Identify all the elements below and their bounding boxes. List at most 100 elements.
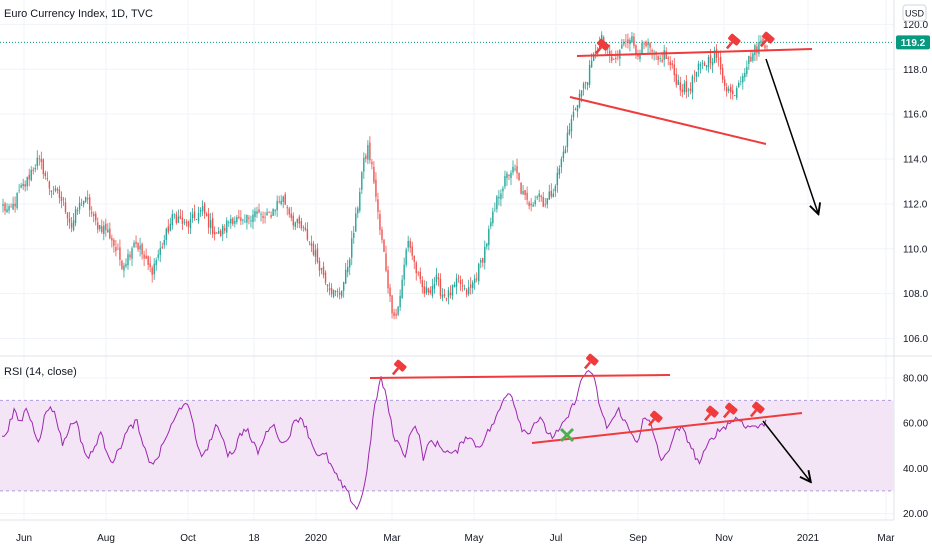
candle[interactable] xyxy=(361,171,363,195)
candle[interactable] xyxy=(419,267,421,284)
candle[interactable] xyxy=(14,196,16,213)
candle[interactable] xyxy=(117,243,119,250)
candle[interactable] xyxy=(379,209,381,236)
candle[interactable] xyxy=(340,290,343,299)
candle[interactable] xyxy=(294,221,297,231)
candle[interactable] xyxy=(721,63,724,83)
rsi-series[interactable] xyxy=(1,369,767,511)
candle[interactable] xyxy=(518,172,520,181)
candle[interactable] xyxy=(526,186,528,205)
candle[interactable] xyxy=(90,206,93,217)
candle[interactable] xyxy=(234,216,236,228)
candle[interactable] xyxy=(54,185,57,193)
candle[interactable] xyxy=(421,276,423,294)
candle[interactable] xyxy=(496,195,498,213)
candle[interactable] xyxy=(286,204,288,216)
candle[interactable] xyxy=(542,191,544,208)
candle[interactable] xyxy=(76,207,79,215)
candle[interactable] xyxy=(687,87,690,97)
candle[interactable] xyxy=(181,210,184,231)
candle[interactable] xyxy=(12,196,14,211)
candle[interactable] xyxy=(611,50,613,64)
candle[interactable] xyxy=(584,81,587,90)
candle[interactable] xyxy=(568,122,571,136)
candle[interactable] xyxy=(197,206,200,224)
candle[interactable] xyxy=(393,308,395,320)
candle[interactable] xyxy=(97,217,99,234)
candle[interactable] xyxy=(266,208,268,216)
candle[interactable] xyxy=(685,75,688,99)
candle[interactable] xyxy=(238,209,240,220)
candle[interactable] xyxy=(256,206,258,218)
candle[interactable] xyxy=(760,35,762,46)
rsi-down-arrow[interactable] xyxy=(762,420,810,481)
candle[interactable] xyxy=(463,284,466,291)
candle[interactable] xyxy=(371,159,373,170)
candle[interactable] xyxy=(707,55,710,73)
candle[interactable] xyxy=(246,214,248,230)
candle[interactable] xyxy=(373,160,375,184)
candle[interactable] xyxy=(226,217,228,239)
candle[interactable] xyxy=(732,84,734,100)
candle[interactable] xyxy=(653,49,655,61)
candle[interactable] xyxy=(328,282,331,296)
candle[interactable] xyxy=(292,212,294,230)
candle[interactable] xyxy=(445,297,448,302)
candle[interactable] xyxy=(476,272,478,283)
candle[interactable] xyxy=(723,75,726,91)
candle[interactable] xyxy=(64,197,67,215)
candle[interactable] xyxy=(68,211,71,230)
candle[interactable] xyxy=(504,170,506,190)
candle[interactable] xyxy=(516,158,518,180)
candle[interactable] xyxy=(304,222,307,232)
candle[interactable] xyxy=(82,200,85,208)
candle[interactable] xyxy=(56,187,59,194)
candle[interactable] xyxy=(288,206,290,218)
candle[interactable] xyxy=(169,217,172,232)
green-x-marker-icon[interactable] xyxy=(559,427,575,443)
candle[interactable] xyxy=(42,158,45,179)
candle[interactable] xyxy=(240,210,242,226)
candle[interactable] xyxy=(60,191,63,209)
candle[interactable] xyxy=(669,56,671,71)
candle[interactable] xyxy=(383,238,385,253)
candle[interactable] xyxy=(697,60,700,77)
candle[interactable] xyxy=(377,192,379,220)
candle[interactable] xyxy=(46,171,49,182)
candle[interactable] xyxy=(695,71,698,82)
candle[interactable] xyxy=(457,274,460,283)
candle[interactable] xyxy=(633,32,635,49)
price-axis[interactable]: 120.0 118.0 116.0 114.0 112.0 110.0 108.0 106.0 xyxy=(903,20,928,345)
candle[interactable] xyxy=(308,241,311,246)
candle[interactable] xyxy=(359,187,361,213)
candle[interactable] xyxy=(677,74,680,86)
candle[interactable] xyxy=(506,171,508,186)
candle[interactable] xyxy=(351,230,353,266)
candle[interactable] xyxy=(528,200,530,210)
candle[interactable] xyxy=(727,85,730,94)
candle[interactable] xyxy=(44,170,47,180)
candle[interactable] xyxy=(500,189,502,207)
candle[interactable] xyxy=(10,203,12,208)
candle[interactable] xyxy=(473,274,476,290)
candle[interactable] xyxy=(222,223,224,241)
candle[interactable] xyxy=(409,237,411,253)
candle[interactable] xyxy=(302,225,305,232)
candle[interactable] xyxy=(750,51,752,63)
candle[interactable] xyxy=(30,166,32,182)
candle[interactable] xyxy=(314,244,317,265)
candle[interactable] xyxy=(105,218,107,237)
candle[interactable] xyxy=(195,218,198,221)
candle[interactable] xyxy=(270,211,272,219)
candle[interactable] xyxy=(645,40,647,48)
candle[interactable] xyxy=(183,218,186,226)
candle[interactable] xyxy=(407,235,409,252)
candle[interactable] xyxy=(703,60,706,67)
candle[interactable] xyxy=(588,59,591,88)
candle[interactable] xyxy=(129,251,131,261)
candle[interactable] xyxy=(167,219,170,235)
candle[interactable] xyxy=(548,184,550,200)
candle[interactable] xyxy=(532,202,534,207)
candle[interactable] xyxy=(498,190,500,206)
candle[interactable] xyxy=(439,273,442,299)
